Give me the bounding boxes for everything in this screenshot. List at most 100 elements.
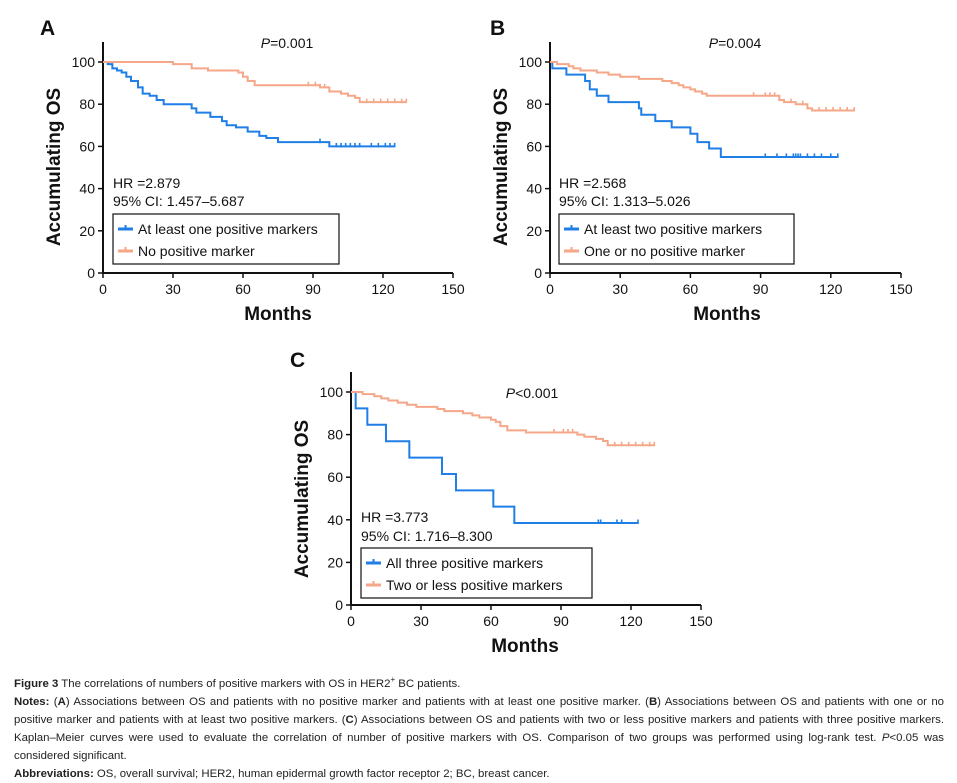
x-tick-label: 120 bbox=[371, 281, 395, 297]
p-value-text: <0.001 bbox=[515, 385, 558, 401]
y-tick-label: 0 bbox=[87, 265, 95, 281]
legend: At least one positive markers No positive… bbox=[112, 213, 340, 265]
legend-label: Two or less positive markers bbox=[386, 577, 563, 593]
panel-a: A 0 30 60 90 120 150 0 20 40 60 80 100 Months Accumula… bbox=[40, 17, 465, 325]
y-tick-label: 80 bbox=[526, 96, 542, 112]
km-curve-blue bbox=[550, 61, 838, 158]
x-tick-label: 30 bbox=[612, 281, 628, 297]
y-tick-label: 60 bbox=[327, 469, 343, 485]
legend-box bbox=[360, 547, 593, 599]
p-label: P bbox=[709, 35, 719, 51]
x-tick-label: 60 bbox=[683, 281, 699, 297]
p-value: P=0.004 bbox=[709, 35, 762, 51]
x-tick-label: 150 bbox=[689, 613, 713, 629]
p-value-text: =0.001 bbox=[270, 35, 313, 51]
y-tick-label: 20 bbox=[327, 554, 343, 570]
notes-segment: B bbox=[648, 695, 658, 708]
p-value: P=0.001 bbox=[261, 35, 314, 51]
caption-title: The correlations of numbers of positive … bbox=[58, 677, 391, 690]
abbreviations-label: Abbreviations: bbox=[14, 767, 94, 780]
x-tick-label: 0 bbox=[546, 281, 554, 297]
y-tick-label: 100 bbox=[320, 384, 344, 400]
y-tick-label: 20 bbox=[79, 223, 95, 239]
y-tick-label: 20 bbox=[526, 223, 542, 239]
x-axis-label: Months bbox=[244, 304, 312, 325]
legend-label: No positive marker bbox=[138, 243, 255, 259]
p-value: P<0.001 bbox=[506, 385, 559, 401]
legend: At least two positive markers One or no p… bbox=[558, 213, 795, 265]
x-tick-label: 0 bbox=[347, 613, 355, 629]
legend-box bbox=[558, 213, 795, 265]
x-tick-label: 150 bbox=[441, 281, 465, 297]
panel-b: B 0 30 60 90 120 150 0 20 40 60 80 100 Months Accumula… bbox=[490, 17, 913, 325]
x-tick-label: 90 bbox=[553, 613, 569, 629]
notes-segment: ( bbox=[49, 695, 58, 708]
km-curve-orange bbox=[103, 61, 407, 104]
x-axis-label: Months bbox=[491, 636, 559, 657]
notes-segment: A bbox=[57, 695, 66, 708]
confidence-interval: 95% CI: 1.313–5.026 bbox=[559, 193, 691, 209]
hazard-ratio: HR =2.879 bbox=[113, 175, 181, 191]
y-tick-label: 40 bbox=[79, 181, 95, 197]
legend-label: One or no positive marker bbox=[584, 243, 745, 259]
notes-segment: ) Associations between OS and patients w… bbox=[14, 713, 944, 744]
kaplan-meier-figure: A 0 30 60 90 120 150 0 20 40 60 80 100 Months Accumula… bbox=[40, 17, 913, 657]
y-axis-label: Accumulating OS bbox=[292, 420, 313, 578]
caption-notes: Notes: (A) Associations between OS and p… bbox=[14, 693, 944, 765]
notes-segment: Notes: bbox=[14, 695, 50, 708]
y-tick-label: 0 bbox=[335, 597, 343, 613]
notes-segment: ) Associations between OS and patients w… bbox=[14, 695, 944, 726]
y-tick-label: 60 bbox=[526, 138, 542, 154]
km-curve-orange bbox=[550, 61, 855, 112]
abbreviations-text: OS, overall survival; HER2, human epider… bbox=[93, 767, 550, 780]
legend-box bbox=[112, 213, 340, 265]
legend: All three positive markers Two or less po… bbox=[360, 547, 593, 599]
notes-segment: <0.05 was considered significant. bbox=[14, 731, 944, 762]
confidence-interval: 95% CI: 1.457–5.687 bbox=[113, 193, 245, 209]
notes-segment: ) Associations between OS and patients w… bbox=[65, 695, 649, 708]
panel-letter: A bbox=[40, 17, 55, 40]
y-tick-label: 0 bbox=[534, 265, 542, 281]
y-axis-label: Accumulating OS bbox=[44, 88, 65, 246]
x-axis-label: Months bbox=[693, 304, 761, 325]
x-tick-label: 30 bbox=[165, 281, 181, 297]
notes-segment: P bbox=[881, 731, 890, 744]
y-tick-label: 80 bbox=[327, 427, 343, 443]
y-axis-label: Accumulating OS bbox=[491, 88, 512, 246]
hazard-ratio: HR =2.568 bbox=[559, 175, 627, 191]
p-label: P bbox=[261, 35, 271, 51]
km-curve-blue bbox=[351, 391, 638, 524]
y-tick-label: 40 bbox=[327, 512, 343, 528]
y-tick-label: 60 bbox=[79, 138, 95, 154]
p-value-text: =0.004 bbox=[718, 35, 761, 51]
caption-title-sup: + bbox=[390, 675, 396, 684]
p-label: P bbox=[506, 385, 516, 401]
panel-letter: B bbox=[490, 17, 505, 40]
x-tick-label: 0 bbox=[99, 281, 107, 297]
legend-label: At least two positive markers bbox=[584, 221, 762, 237]
notes-segment: C bbox=[345, 713, 354, 726]
hazard-ratio: HR =3.773 bbox=[361, 509, 429, 525]
caption-title-line: Figure 3 The correlations of numbers of … bbox=[14, 671, 944, 693]
km-curve-blue bbox=[103, 61, 395, 148]
figure-caption: Figure 3 The correlations of numbers of … bbox=[14, 671, 944, 783]
y-tick-label: 40 bbox=[526, 181, 542, 197]
panel-c: C 0 30 60 90 120 150 0 20 40 60 80 100 Months Accumula… bbox=[290, 349, 713, 657]
legend-label: At least one positive markers bbox=[138, 221, 318, 237]
x-tick-label: 60 bbox=[483, 613, 499, 629]
x-tick-label: 90 bbox=[305, 281, 321, 297]
x-tick-label: 30 bbox=[413, 613, 429, 629]
y-tick-label: 100 bbox=[72, 54, 96, 70]
confidence-interval: 95% CI: 1.716–8.300 bbox=[361, 528, 493, 544]
figure-label: Figure 3 bbox=[14, 677, 59, 690]
legend-label: All three positive markers bbox=[386, 555, 543, 571]
x-tick-label: 120 bbox=[819, 281, 843, 297]
km-curve-orange bbox=[351, 391, 655, 447]
x-tick-label: 120 bbox=[619, 613, 643, 629]
caption-title-end: BC patients. bbox=[395, 677, 461, 690]
caption-abbreviations: Abbreviations: OS, overall survival; HER… bbox=[14, 765, 944, 783]
y-tick-label: 100 bbox=[519, 54, 543, 70]
panel-letter: C bbox=[290, 349, 305, 372]
y-tick-label: 80 bbox=[79, 96, 95, 112]
x-tick-label: 150 bbox=[889, 281, 913, 297]
